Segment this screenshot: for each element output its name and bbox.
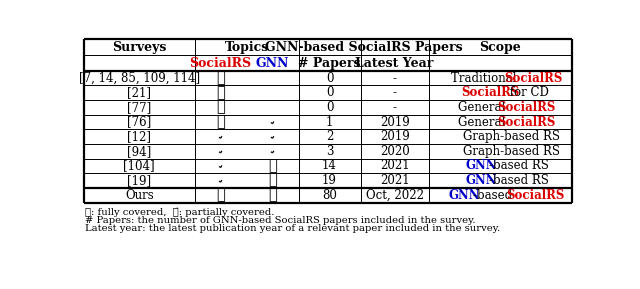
Text: 2020: 2020	[380, 145, 410, 158]
Text: Graph-based RS: Graph-based RS	[463, 145, 560, 158]
Text: 2021: 2021	[380, 160, 410, 173]
Text: -based RS: -based RS	[490, 174, 549, 187]
Text: [12]: [12]	[127, 130, 151, 143]
Text: ✓: ✓	[268, 159, 277, 173]
Text: 2019: 2019	[380, 130, 410, 143]
Text: ✓: ✓	[268, 189, 277, 203]
Text: ✓: ✓	[216, 189, 225, 203]
Text: ✓: ✓	[216, 86, 225, 100]
Text: -: -	[393, 72, 397, 85]
Text: SocialRS: SocialRS	[497, 101, 556, 114]
Text: 2021: 2021	[380, 174, 410, 187]
Text: General: General	[458, 101, 509, 114]
Text: # Papers: # Papers	[298, 57, 361, 70]
Text: 2: 2	[326, 130, 333, 143]
Text: Topics: Topics	[225, 40, 269, 53]
Text: 0: 0	[326, 72, 333, 85]
Text: 0: 0	[326, 86, 333, 99]
Text: for CD: for CD	[506, 86, 549, 99]
Text: [77]: [77]	[127, 101, 152, 114]
Text: ✓: ✓	[216, 101, 225, 114]
Text: ✓: fully covered,  ✓́: partially covered.: ✓: fully covered, ✓́: partially covered.	[85, 207, 275, 217]
Text: SocialRS: SocialRS	[507, 189, 565, 202]
Text: Traditional: Traditional	[451, 72, 520, 85]
Text: [21]: [21]	[127, 86, 151, 99]
Text: SocialRS: SocialRS	[461, 86, 520, 99]
Text: SocialRS: SocialRS	[505, 72, 563, 85]
Text: SocialRS: SocialRS	[189, 57, 252, 70]
Text: 80: 80	[322, 189, 337, 202]
Text: Graph-based RS: Graph-based RS	[463, 130, 560, 143]
Text: GNN-based SocialRS Papers: GNN-based SocialRS Papers	[265, 40, 463, 53]
Text: GNN: GNN	[465, 174, 497, 187]
Text: GNN: GNN	[465, 160, 497, 173]
Text: 14: 14	[322, 160, 337, 173]
Text: 3: 3	[326, 145, 333, 158]
Text: -based RS: -based RS	[490, 160, 549, 173]
Text: GNN: GNN	[256, 57, 289, 70]
Text: Latest year: the latest publication year of a relevant paper included in the sur: Latest year: the latest publication year…	[85, 224, 500, 233]
Text: Latest Year: Latest Year	[355, 57, 434, 70]
Text: Scope: Scope	[479, 40, 522, 53]
Text: [19]: [19]	[127, 174, 151, 187]
Text: -: -	[393, 101, 397, 114]
Text: Surveys: Surveys	[112, 40, 166, 53]
Text: ✓: ✓	[216, 115, 225, 129]
Text: 0: 0	[326, 101, 333, 114]
Text: Ours: Ours	[125, 189, 154, 202]
Text: 2019: 2019	[380, 116, 410, 129]
Text: [76]: [76]	[127, 116, 152, 129]
Text: [7, 14, 85, 109, 114]: [7, 14, 85, 109, 114]	[79, 72, 200, 85]
Text: Oct, 2022: Oct, 2022	[365, 189, 424, 202]
Text: [104]: [104]	[124, 160, 155, 173]
Text: -based: -based	[474, 189, 516, 202]
Text: SocialRS: SocialRS	[497, 116, 556, 129]
Text: [94]: [94]	[127, 145, 152, 158]
Text: 1: 1	[326, 116, 333, 129]
Text: 19: 19	[322, 174, 337, 187]
Text: GNN: GNN	[449, 189, 481, 202]
Text: -: -	[393, 86, 397, 99]
Text: General: General	[458, 116, 509, 129]
Text: ✓: ✓	[216, 71, 225, 85]
Text: ✓: ✓	[268, 174, 277, 188]
Text: # Papers: the number of GNN-based SocialRS papers included in the survey.: # Papers: the number of GNN-based Social…	[85, 216, 476, 225]
